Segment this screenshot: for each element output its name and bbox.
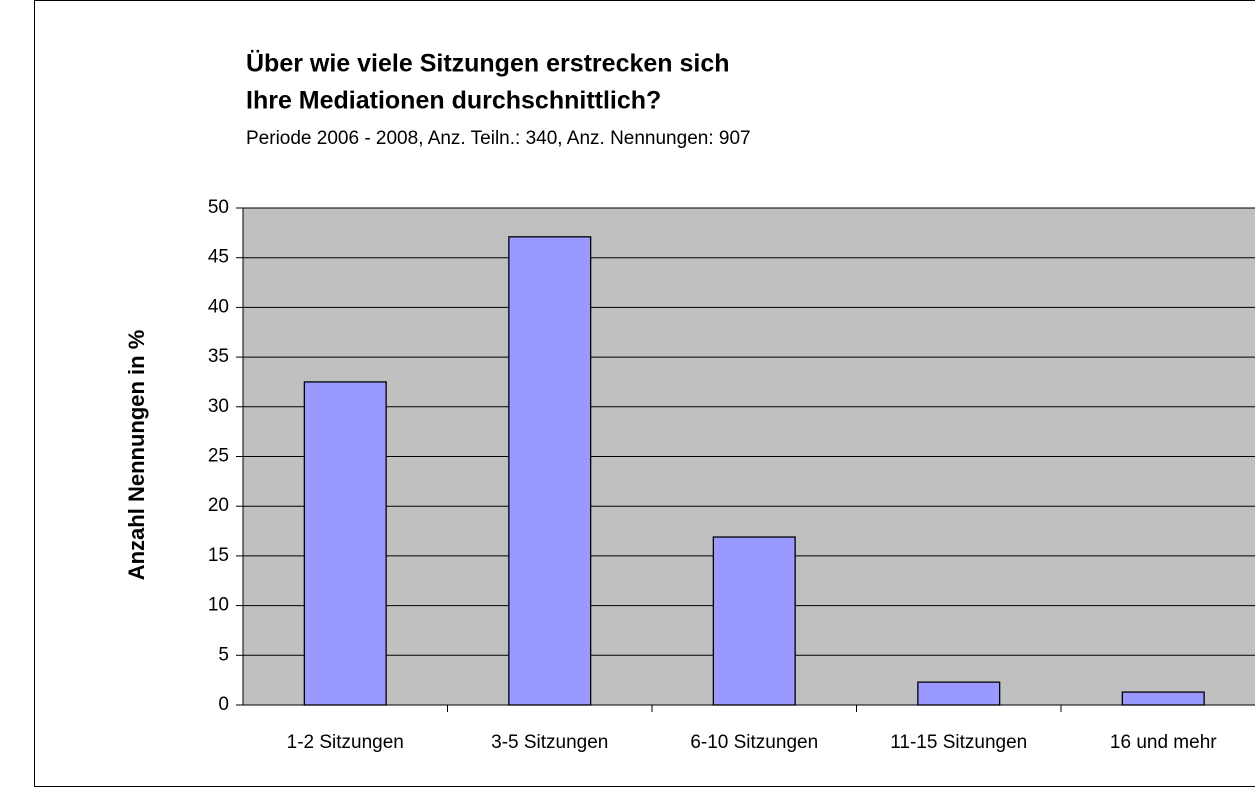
y-tick-label: 10: [208, 595, 229, 616]
bar: [1121, 691, 1205, 706]
bar: [917, 681, 1001, 706]
y-tick-label: 20: [208, 495, 229, 516]
bar: [712, 536, 796, 706]
bar: [303, 381, 387, 706]
y-tick-label: 0: [218, 694, 229, 715]
x-tick-label: 3-5 Sitzungen: [491, 732, 608, 753]
chart-subtitle: Periode 2006 - 2008, Anz. Teiln.: 340, A…: [246, 128, 751, 149]
chart-title: Über wie viele Sitzungen erstrecken sich: [246, 49, 730, 78]
y-tick-label: 5: [218, 644, 229, 665]
y-axis-label: Anzahl Nennungen in %: [124, 330, 149, 581]
y-tick-label: 40: [208, 296, 229, 317]
y-tick-label: 25: [208, 446, 229, 467]
y-tick-label: 30: [208, 396, 229, 417]
bar: [508, 236, 592, 706]
x-tick-label: 1-2 Sitzungen: [287, 732, 404, 753]
chart-title: Ihre Mediationen durchschnittlich?: [246, 87, 661, 115]
x-tick-label: 6-10 Sitzungen: [690, 732, 818, 753]
y-tick-label: 35: [208, 346, 229, 367]
y-tick-label: 45: [208, 247, 229, 268]
x-tick-label: 16 und mehr: [1110, 732, 1217, 753]
y-tick-label: 15: [208, 545, 229, 566]
x-tick-label: 11-15 Sitzungen: [890, 732, 1027, 753]
y-tick-label: 50: [208, 197, 229, 218]
